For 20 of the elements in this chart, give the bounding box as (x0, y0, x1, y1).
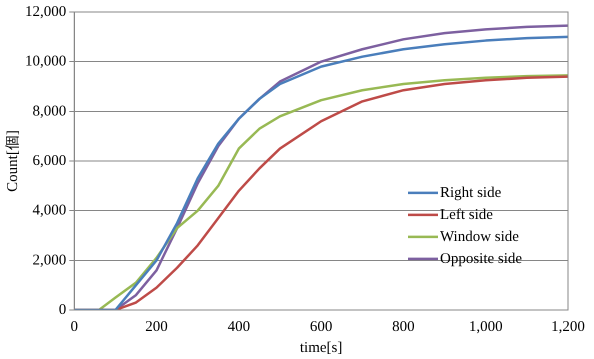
x-tick-label: 1,000 (468, 318, 503, 335)
y-tick-label: 6,000 (32, 152, 66, 169)
legend-label: Right side (440, 184, 502, 201)
y-axis-title: Count[個] (4, 130, 21, 192)
x-tick-label: 400 (228, 318, 250, 335)
x-tick-label: 1,200 (551, 318, 585, 335)
y-tick-label: 12,000 (25, 4, 66, 20)
y-tick-label: 10,000 (25, 54, 66, 70)
legend-label: Opposite side (440, 250, 522, 267)
x-axis-title: time[s] (300, 340, 342, 356)
x-tick-label: 600 (310, 318, 332, 335)
legend-label: Left side (440, 206, 494, 223)
x-tick-label: 200 (145, 318, 168, 335)
y-tick-label: 8,000 (32, 103, 66, 120)
y-tick-label: 4,000 (32, 202, 66, 219)
y-tick-label: 2,000 (32, 252, 66, 268)
y-tick-label: 0 (58, 302, 66, 318)
legend-label: Window side (440, 228, 520, 245)
x-tick-label: 0 (70, 318, 78, 335)
x-tick-label: 800 (392, 318, 415, 335)
